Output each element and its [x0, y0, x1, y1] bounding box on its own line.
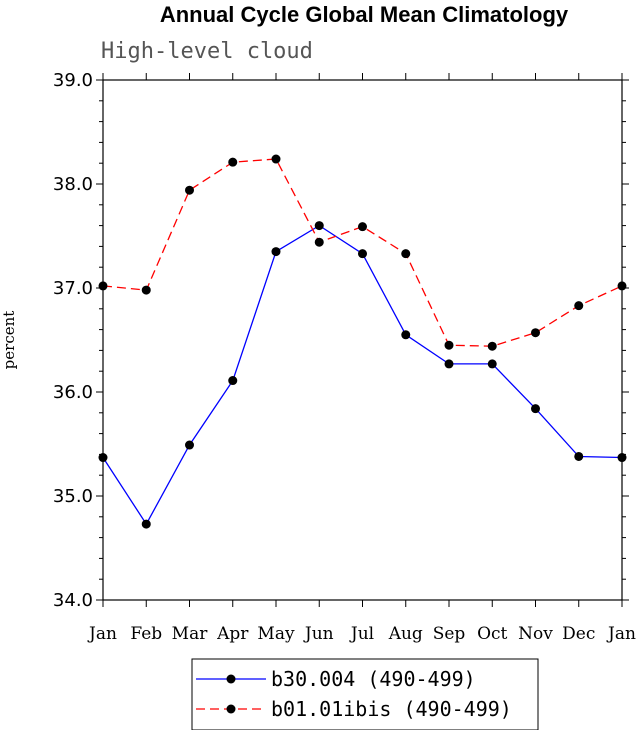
series-point-0	[314, 221, 324, 231]
series-line-0	[102, 224, 623, 526]
series-point-0	[185, 440, 194, 450]
chart-title: Annual Cycle Global Mean Climatology	[160, 2, 569, 27]
series-point-1	[401, 249, 411, 259]
series-point-1	[271, 154, 281, 164]
series-point-1	[98, 281, 108, 291]
x-tick-label: Mar	[172, 624, 209, 644]
x-tick-label: Nov	[518, 624, 553, 644]
y-axis-label: percent	[0, 311, 18, 370]
series-point-0	[358, 249, 367, 259]
series-point-0	[574, 451, 584, 461]
y-tick-label: 38.0	[53, 174, 93, 195]
x-tick-label: Jul	[349, 624, 374, 644]
series-point-1	[228, 157, 238, 167]
chart-subtitle: High-level cloud	[101, 39, 313, 64]
y-tick-label: 39.0	[53, 70, 93, 91]
series-point-1	[531, 328, 540, 338]
y-tick-labels: 34.0 35.0 36.0 37.0 38.0 39.0	[53, 70, 93, 611]
series-point-0	[271, 247, 281, 257]
series-point-1	[617, 281, 627, 291]
series-point-1	[444, 340, 454, 350]
x-tick-label: Jan	[606, 624, 636, 644]
x-tick-label: Jun	[303, 624, 334, 644]
x-tick-label: Oct	[477, 624, 507, 644]
x-tick-label: Jan	[87, 624, 117, 644]
axis-ticks	[96, 73, 629, 607]
series-point-1	[185, 185, 194, 195]
x-tick-labels: Jan Feb Mar Apr May Jun Jul Aug Sep Oct Nov Dec Jan	[87, 624, 636, 644]
series-point-0	[444, 359, 454, 369]
series-point-0	[531, 404, 540, 414]
series-point-1	[574, 301, 584, 311]
series-layer	[98, 154, 627, 529]
x-tick-label: Aug	[388, 624, 423, 644]
series-point-1	[141, 285, 151, 295]
series-point-0	[617, 453, 627, 463]
series-point-0	[98, 453, 108, 463]
legend-marker-ibis	[226, 704, 236, 714]
series-point-0	[487, 359, 497, 369]
series-point-0	[401, 330, 411, 340]
legend-marker-b30	[226, 674, 236, 684]
y-tick-label: 36.0	[53, 382, 93, 403]
legend-box	[191, 658, 539, 730]
x-tick-label: Feb	[130, 624, 162, 644]
legend: b30.004 (490-499) b01.01ibis (490-499)	[191, 658, 539, 730]
series-point-0	[228, 376, 238, 386]
legend-label-b30: b30.004 (490-499)	[271, 667, 476, 691]
series-point-0	[141, 519, 151, 529]
series-point-1	[487, 341, 497, 351]
x-tick-label: Dec	[562, 624, 595, 644]
y-tick-label: 37.0	[53, 278, 93, 299]
x-tick-label: Apr	[216, 624, 249, 644]
y-tick-label: 34.0	[53, 590, 93, 611]
y-tick-label: 35.0	[53, 486, 93, 507]
series-point-1	[314, 237, 324, 247]
series-point-1	[358, 222, 367, 232]
plot-frame	[102, 79, 623, 601]
legend-label-ibis: b01.01ibis (490-499)	[271, 697, 512, 721]
x-tick-label: May	[257, 624, 295, 644]
x-tick-label: Sep	[433, 624, 466, 644]
